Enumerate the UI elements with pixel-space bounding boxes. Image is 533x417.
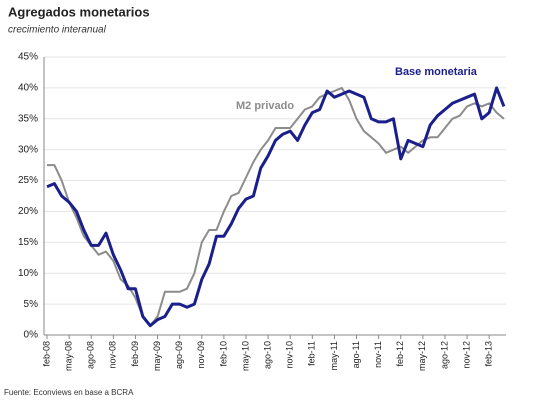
x-tick-label: ago-11	[351, 341, 361, 368]
x-tick-label: nov-08	[108, 341, 118, 369]
x-tick-label: feb-09	[130, 341, 140, 367]
legend-label: Base monetaria	[395, 66, 478, 78]
y-tick-label: 25%	[18, 175, 38, 186]
x-tick-label: ago-10	[262, 341, 272, 369]
x-tick-label: nov-10	[285, 341, 295, 369]
x-tick-label: may-09	[152, 341, 162, 371]
x-tick-label: may-11	[329, 341, 339, 370]
x-tick-label: ago-09	[174, 341, 184, 369]
chart-title: Agregados monetarios	[8, 4, 150, 19]
series-line	[47, 86, 505, 327]
x-tick-label: nov-12	[461, 341, 471, 369]
y-tick-label: 30%	[18, 144, 38, 155]
x-tick-label: nov-09	[196, 341, 206, 369]
y-tick-label: 5%	[24, 299, 39, 310]
y-tick-label: 20%	[18, 206, 38, 217]
x-tick-label: feb-12	[395, 341, 405, 367]
y-tick-label: 10%	[18, 268, 38, 279]
x-tick-label: ago-12	[439, 341, 449, 369]
y-tick-label: 0%	[24, 330, 39, 341]
chart-subtitle: crecimiento interanual	[8, 25, 107, 36]
x-tick-label: feb-11	[307, 341, 317, 366]
x-tick-label: may-08	[63, 341, 73, 371]
x-tick-label: may-10	[240, 341, 250, 371]
legend-label: M2 privado	[236, 100, 294, 112]
x-tick-label: nov-11	[373, 341, 383, 368]
x-tick-label: feb-10	[218, 341, 228, 367]
x-tick-label: may-12	[417, 341, 427, 371]
series-line	[46, 86, 506, 328]
y-tick-label: 40%	[18, 83, 38, 94]
y-tick-label: 15%	[18, 237, 38, 248]
x-tick-label: feb-13	[484, 341, 494, 367]
x-tick-label: ago-08	[86, 341, 96, 369]
y-tick-label: 35%	[18, 113, 38, 124]
y-tick-label: 45%	[18, 52, 38, 63]
source-note: Fuente: Econviews en base a BCRA	[4, 388, 134, 397]
x-tick-label: feb-08	[41, 341, 51, 367]
